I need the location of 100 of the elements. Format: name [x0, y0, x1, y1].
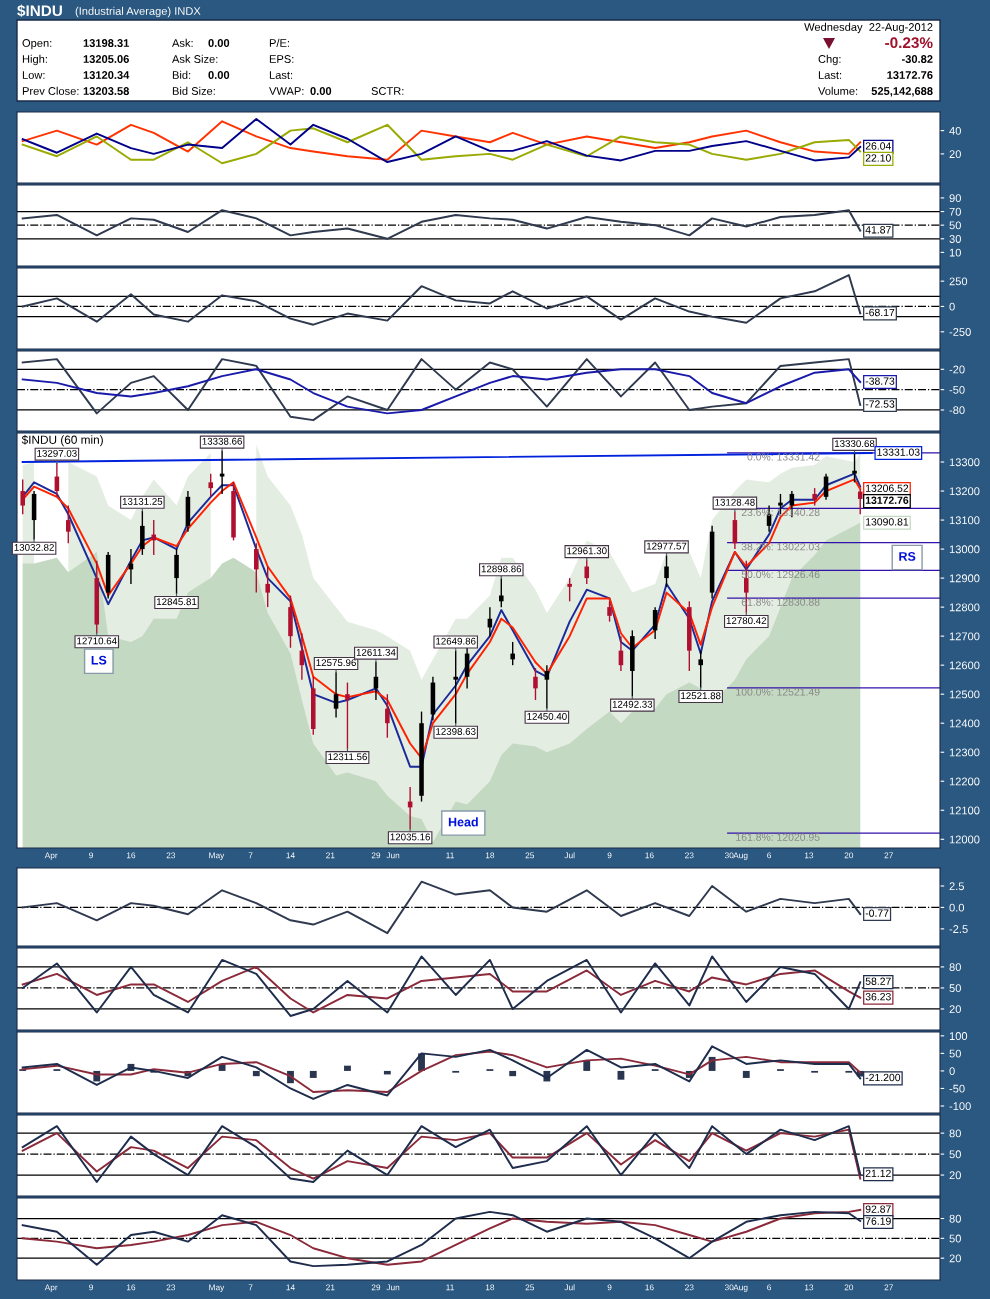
text: 13198.31 [83, 39, 130, 47]
text: 13120.34 [83, 71, 130, 79]
x-tick-label: 6 [767, 1284, 772, 1291]
x-tick-label: Aug [733, 1284, 748, 1292]
x-tick-label: 25 [525, 1284, 535, 1291]
x-tick-label: 29 [371, 1284, 381, 1291]
data-label: -21.200 [865, 1073, 901, 1082]
y-tick-label: 12300 [949, 748, 980, 757]
annotation: 12898.86 [481, 565, 522, 573]
text: Bid Size: [172, 86, 215, 95]
x-tick-label: 29 [371, 852, 381, 859]
y-tick-label: 90 [949, 194, 961, 203]
x-tick-label: 16 [645, 1284, 654, 1291]
annotation: 12398.63 [436, 728, 476, 735]
annotation: 12450.40 [527, 713, 567, 720]
x-tick-label: 18 [485, 852, 495, 859]
y-tick-label: 0.0 [949, 903, 965, 912]
annotation: 12780.42 [726, 617, 767, 625]
y-tick-label: 30 [949, 235, 961, 243]
annotation: 13032.82 [14, 543, 54, 551]
text: Ask: [172, 38, 193, 47]
annotation: Head [448, 817, 478, 827]
x-tick-label: Apr [44, 852, 58, 860]
text: Low: [22, 71, 45, 79]
data-label: -38.73 [865, 377, 895, 385]
x-tick-label: 9 [607, 852, 612, 859]
data-label: 22.10 [865, 154, 891, 162]
y-tick-label: -2.5 [949, 925, 968, 933]
y-tick-label: 80 [949, 1129, 961, 1138]
annotation: RS [899, 552, 916, 561]
x-tick-label: 9 [89, 1284, 93, 1291]
y-tick-label: 12600 [949, 661, 980, 670]
text: 525,142,688 [871, 87, 933, 97]
text: 0.00 [208, 39, 230, 47]
annotation: 12611.34 [356, 648, 396, 656]
y-tick-label: 13300 [949, 458, 980, 467]
x-tick-label: 11 [446, 852, 454, 859]
y-tick-label: -50 [949, 1084, 965, 1093]
x-tick-label: 16 [645, 852, 654, 859]
x-tick-label: Apr [44, 1284, 58, 1292]
data-label: 76.19 [865, 1217, 891, 1225]
y-tick-label: 80 [949, 1214, 961, 1223]
data-label: -68.17 [865, 308, 895, 317]
x-tick-label: 13 [804, 1284, 814, 1291]
text: Wednesday 22-Aug-2012 [804, 22, 933, 34]
text: -0.23% [885, 37, 933, 49]
y-tick-label: 0 [949, 302, 955, 311]
y-tick-label: 12900 [949, 574, 980, 583]
annotation: 12961.30 [567, 547, 607, 555]
y-tick-label: -250 [949, 328, 971, 336]
y-tick-label: 13100 [949, 516, 980, 525]
text: Open: [22, 39, 52, 50]
y-tick-label: 12000 [949, 835, 980, 844]
x-tick-label: 20 [844, 852, 854, 859]
x-tick-label: 27 [884, 852, 893, 859]
text: Volume: [818, 86, 858, 95]
x-tick-label: 13 [804, 852, 814, 859]
text: EPS: [269, 55, 294, 63]
text: 13205.06 [83, 55, 129, 63]
data-label: 13090.81 [866, 518, 909, 526]
text: 13172.76 [865, 496, 909, 504]
x-tick-label: May [209, 852, 225, 860]
y-tick-label: -100 [949, 1102, 971, 1111]
y-tick-label: 20 [949, 150, 961, 159]
text: (Industrial Average) INDX [75, 6, 201, 18]
y-tick-label: 12700 [949, 632, 980, 641]
y-tick-label: 50 [949, 1234, 961, 1243]
ref-line-label: 161.8%: 12020.95 [736, 833, 820, 841]
ref-line-label: 100.0%: 12521.49 [736, 688, 820, 696]
x-tick-label: 23 [166, 852, 176, 859]
y-tick-label: 20 [949, 1005, 961, 1014]
x-tick-label: 9 [89, 852, 93, 859]
text: Prev Close: [22, 86, 79, 95]
annotation: 12521.88 [681, 692, 721, 700]
text: SCTR: [371, 87, 404, 95]
data-label: 13331.03 [877, 448, 920, 456]
x-tick-label: 23 [685, 1284, 694, 1291]
x-tick-label: 7 [248, 852, 253, 859]
y-tick-label: 250 [949, 277, 968, 286]
x-tick-label: 18 [485, 1284, 495, 1291]
text: Last: [818, 71, 842, 79]
y-tick-label: 12200 [949, 777, 980, 786]
annotation: 13338.66 [202, 437, 242, 445]
annotation: 13128.48 [715, 498, 755, 506]
data-label: 58.27 [865, 977, 891, 985]
y-tick-label: 13200 [949, 487, 980, 496]
text: Bid: [172, 70, 191, 79]
data-label: 21.12 [865, 1169, 891, 1177]
x-tick-label: 11 [446, 1284, 454, 1291]
x-tick-label: Jul [564, 852, 575, 859]
y-tick-label: 20 [949, 1254, 961, 1263]
annotation: 13330.68 [835, 440, 875, 448]
annotation: 12311.56 [328, 753, 367, 761]
x-tick-label: 23 [685, 852, 694, 859]
x-tick-label: Jun [386, 852, 400, 859]
text: VWAP: [269, 87, 304, 95]
x-tick-label: 30 [724, 1284, 734, 1291]
x-tick-label: May [209, 1284, 225, 1292]
y-tick-label: 2.5 [949, 882, 965, 891]
y-tick-label: 100 [949, 1032, 968, 1040]
